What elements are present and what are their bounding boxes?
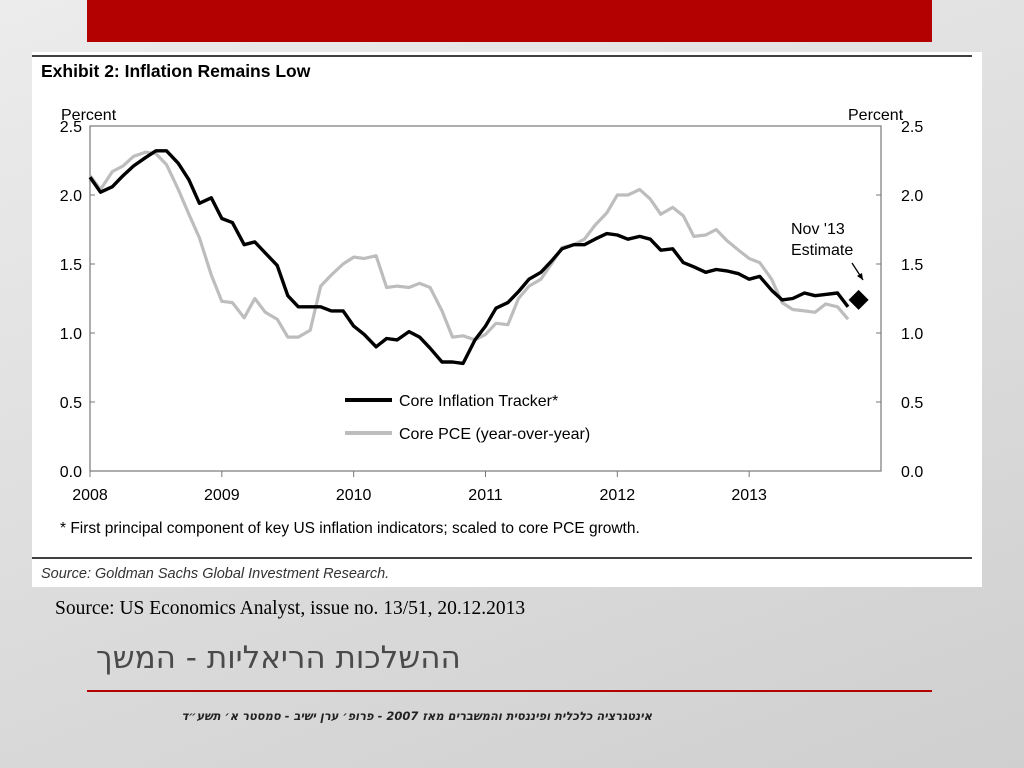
left-y-tick-label: 1.5: [60, 257, 82, 274]
left-y-tick-label: 2.0: [60, 188, 82, 205]
exhibit-title: Exhibit 2: Inflation Remains Low: [41, 61, 311, 81]
estimate-point-marker: [848, 289, 869, 310]
title-underline: [87, 690, 932, 692]
series-layer: [88, 149, 869, 366]
x-tick-label: 2010: [336, 487, 372, 504]
series-line-core-pce: [88, 150, 850, 342]
right-y-tick-label: 2.5: [901, 119, 923, 136]
chart-footnote: * First principal component of key US in…: [60, 520, 640, 537]
series-line-core-inflation-tracker: [88, 149, 850, 366]
right-y-tick-label: 1.0: [901, 326, 923, 343]
annotation-arrowhead: [857, 273, 863, 280]
right-y-axis: 0.0 0.5 1.0 1.5 2.0 2.5: [876, 119, 923, 481]
estimate-annotation: Nov '13 Estimate: [791, 221, 864, 281]
x-tick-label: 2009: [204, 487, 240, 504]
left-y-tick-label: 2.5: [60, 119, 82, 136]
slide-source-citation: Source: US Economics Analyst, issue no. …: [55, 598, 526, 619]
right-y-tick-label: 2.0: [901, 188, 923, 205]
x-tick-label: 2008: [72, 487, 108, 504]
right-y-tick-label: 0.5: [901, 395, 923, 412]
slide-title: ההשלכות הריאליות - המשך: [96, 640, 461, 676]
right-axis-label: Percent: [848, 107, 904, 124]
right-y-tick-label: 0.0: [901, 464, 923, 481]
annotation-line-2: Estimate: [791, 242, 853, 259]
right-y-tick-label: 1.5: [901, 257, 923, 274]
x-tick-label: 2011: [468, 487, 503, 504]
exhibit-source: Source: Goldman Sachs Global Investment …: [41, 566, 389, 582]
exhibit-panel: Exhibit 2: Inflation Remains Low Percent…: [32, 52, 982, 587]
slide-footer: אינטגרציה כלכלית ופיננסית והמשברים מאז 2…: [181, 709, 652, 723]
x-tick-label: 2013: [731, 487, 767, 504]
annotation-line-1: Nov '13: [791, 221, 845, 238]
left-y-axis: 0.0 0.5 1.0 1.5 2.0 2.5: [60, 119, 95, 481]
legend: Core Inflation Tracker* Core PCE (year-o…: [345, 393, 590, 443]
left-y-tick-label: 0.0: [60, 464, 82, 481]
inflation-chart: Exhibit 2: Inflation Remains Low Percent…: [32, 55, 972, 582]
left-y-tick-label: 1.0: [60, 326, 82, 343]
x-tick-label: 2012: [600, 487, 636, 504]
legend-label-core-pce: Core PCE (year-over-year): [399, 426, 590, 443]
legend-label-core-tracker: Core Inflation Tracker*: [399, 393, 558, 410]
top-accent-bar: [87, 0, 932, 42]
left-axis-label: Percent: [61, 107, 117, 124]
left-y-tick-label: 0.5: [60, 395, 82, 412]
plot-frame: [89, 125, 882, 472]
x-axis: 2008 2009 2010 2011 2012 2013: [72, 471, 767, 504]
